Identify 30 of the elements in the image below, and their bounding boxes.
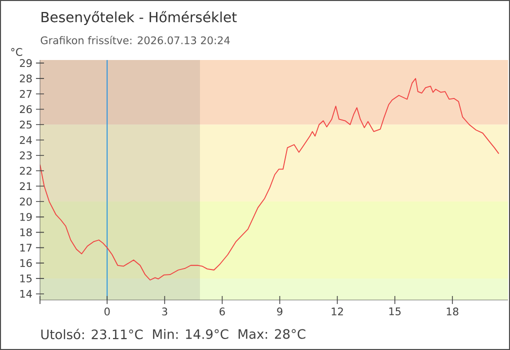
x-tick-label: 0	[104, 308, 110, 316]
text: Max: 28°C	[238, 329, 306, 339]
y-tick-label: 18	[20, 228, 32, 236]
y-tick-label: 26	[20, 105, 32, 114]
y-tick-label: 20	[20, 198, 32, 206]
text: Utolsó: 23.11°C	[41, 328, 143, 340]
x-tick-label: 6	[220, 308, 225, 316]
text: Min: 14.9°C	[153, 328, 228, 340]
y-tick-label: 29	[20, 59, 32, 68]
y-tick-label: 23	[20, 151, 32, 160]
x-tick-label: 18	[446, 308, 458, 316]
x-tick-label: 12	[332, 308, 343, 316]
y-tick-label: 19	[20, 212, 32, 221]
x-tick-label: 9	[277, 308, 282, 316]
y-tick-label: 14	[20, 290, 32, 298]
chart-title: Besenyőtelek - Hőmérséklet	[42, 10, 237, 26]
y-tick-label: 21	[20, 182, 32, 190]
y-tick-label: 24	[20, 136, 32, 144]
y-tick-label: 16	[20, 259, 32, 268]
x-tick-label: 15	[389, 308, 401, 316]
y-tick-label: 17	[20, 244, 32, 252]
y-tick-label: 28	[20, 74, 32, 82]
y-tick-label: 27	[20, 90, 32, 98]
line-series	[40, 78, 500, 280]
chart-subtitle: Grafikon frissítve: 2026.07.13 20:24	[40, 36, 230, 44]
y-tick-label: 25	[20, 120, 32, 129]
y-tick-label: 15	[20, 274, 32, 282]
y-tick-label: 22	[20, 166, 32, 175]
y-axis-title: °C	[11, 48, 22, 56]
x-tick-label: 3	[162, 308, 168, 316]
